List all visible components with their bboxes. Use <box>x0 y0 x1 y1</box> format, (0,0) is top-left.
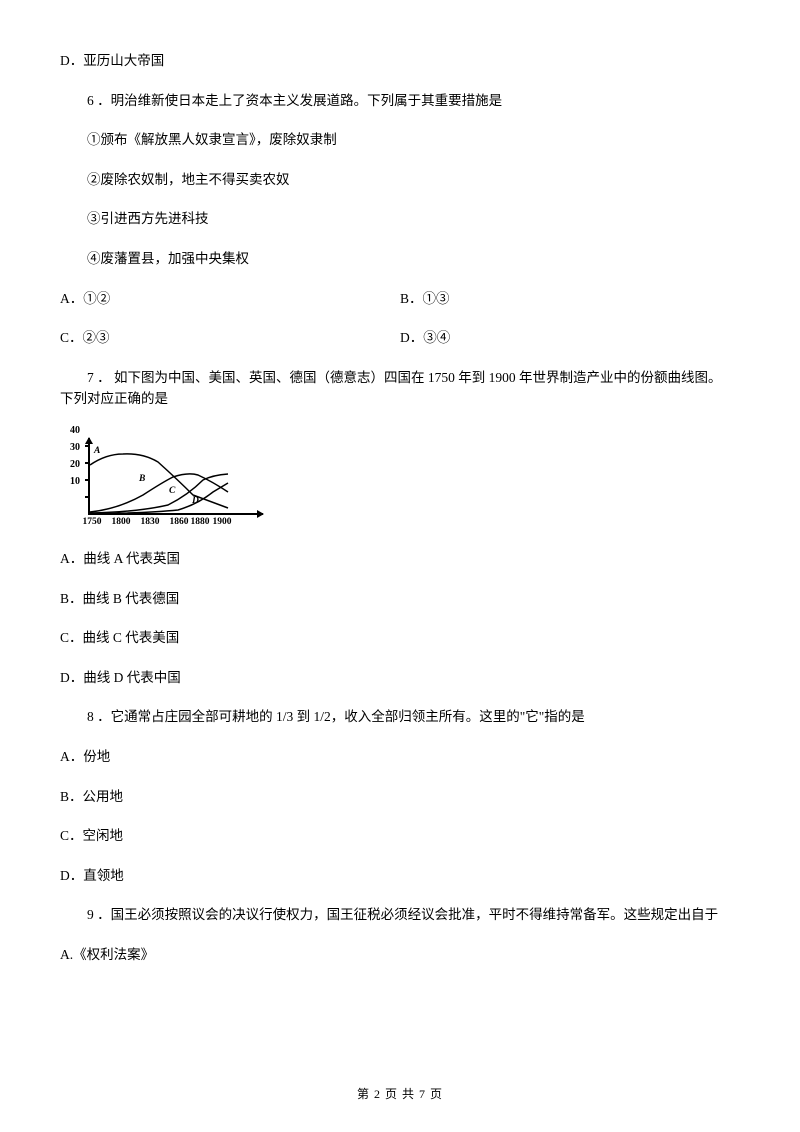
q8-option-b: B．公用地 <box>60 786 740 808</box>
series-label-a: A <box>94 444 100 459</box>
q8-option-c: C．空闲地 <box>60 825 740 847</box>
q8-stem: 8 ．它通常占庄园全部可耕地的 1/3 到 1/2，收入全部归领主所有。这里的"… <box>60 706 740 728</box>
q7-option-b: B．曲线 B 代表德国 <box>60 588 740 610</box>
chart-curves-svg <box>88 440 243 515</box>
q7-option-d: D．曲线 D 代表中国 <box>60 667 740 689</box>
q6-stem: 6 ．明治维新使日本走上了资本主义发展道路。下列属于其重要措施是 <box>60 90 740 112</box>
curve-a <box>90 454 228 508</box>
series-label-c: C <box>169 484 175 499</box>
q6-item-2: ②废除农奴制，地主不得买卖农奴 <box>60 169 740 191</box>
xlabel-1800: 1800 <box>112 515 131 530</box>
q5-option-d: D．亚历山大帝国 <box>60 50 740 72</box>
q7-option-c: C．曲线 C 代表美国 <box>60 627 740 649</box>
q6-option-b: B．①③ <box>400 288 740 310</box>
ylabel-40: 40 <box>70 423 80 439</box>
xlabel-1750: 1750 <box>83 515 102 530</box>
q6-option-a: A．①② <box>60 288 400 310</box>
q6-options-row-2: C．②③ D．③④ <box>60 327 740 349</box>
q9-option-a: A.《权利法案》 <box>60 944 740 966</box>
q6-item-3: ③引进西方先进科技 <box>60 208 740 230</box>
q9-stem: 9 ．国王必须按照议会的决议行使权力，国王征税必须经议会批准，平时不得维持常备军… <box>60 904 740 926</box>
series-label-d: D <box>192 494 199 509</box>
q6-item-1: ①颁布《解放黑人奴隶宣言》，废除奴隶制 <box>60 129 740 151</box>
q6-option-d: D．③④ <box>400 327 740 349</box>
q6-option-c: C．②③ <box>60 327 400 349</box>
ylabel-20: 20 <box>70 457 80 473</box>
q7-stem-line2: 下列对应正确的是 <box>60 388 740 410</box>
q7-option-a: A．曲线 A 代表英国 <box>60 548 740 570</box>
xlabel-1830: 1830 <box>141 515 160 530</box>
series-label-b: B <box>139 472 145 487</box>
curve-d <box>90 483 228 514</box>
ylabel-30: 30 <box>70 440 80 456</box>
q6-options-row-1: A．①② B．①③ <box>60 288 740 310</box>
xlabel-1860: 1860 <box>170 515 189 530</box>
ylabel-10: 10 <box>70 474 80 490</box>
q7-stem: 7 ． 如下图为中国、美国、英国、德国（德意志）四国在 1750 年到 1900… <box>60 367 740 410</box>
q7-stem-line1: 7 ． 如下图为中国、美国、英国、德国（德意志）四国在 1750 年到 1900… <box>60 367 722 389</box>
q8-option-d: D．直领地 <box>60 865 740 887</box>
xlabel-1900: 1900 <box>213 515 232 530</box>
q7-chart: 10 20 30 40 1750 1800 1830 1860 1880 190… <box>70 428 245 533</box>
page-footer: 第 2 页 共 7 页 <box>0 1085 800 1104</box>
q8-option-a: A．份地 <box>60 746 740 768</box>
q6-item-4: ④废藩置县，加强中央集权 <box>60 248 740 270</box>
xlabel-1880: 1880 <box>191 515 210 530</box>
